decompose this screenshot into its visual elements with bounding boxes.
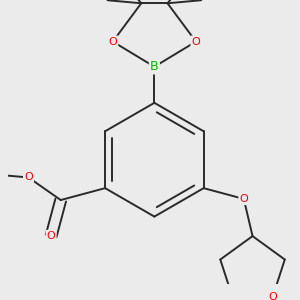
- Text: O: O: [239, 194, 248, 204]
- Text: O: O: [108, 37, 117, 46]
- Text: O: O: [192, 37, 200, 46]
- Text: O: O: [47, 231, 56, 241]
- Text: B: B: [150, 60, 159, 73]
- Text: O: O: [268, 292, 277, 300]
- Text: O: O: [24, 172, 33, 182]
